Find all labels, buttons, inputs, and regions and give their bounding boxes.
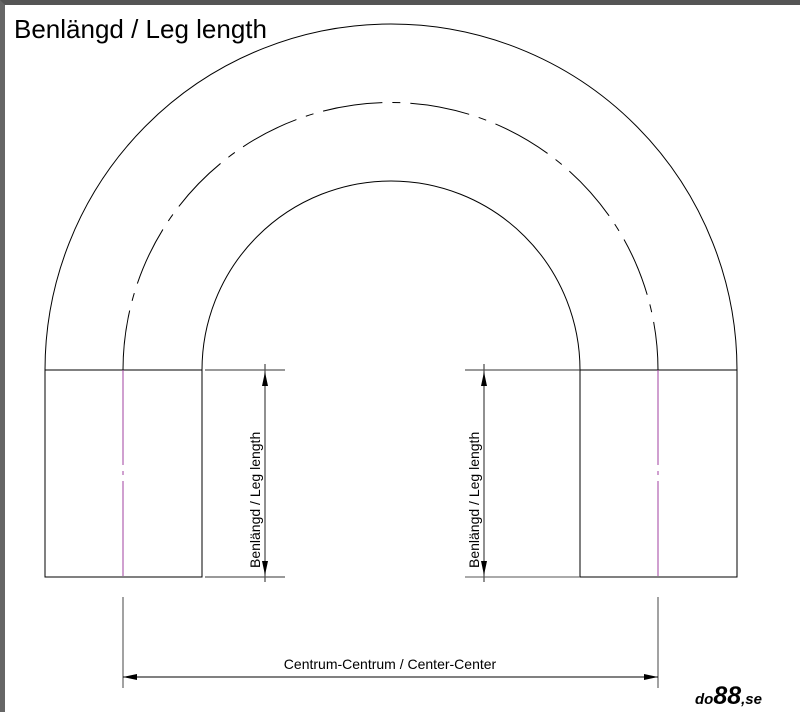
u-bend-drawing: Benlängd / Leg length Benlängd / Leg len… [44,23,738,688]
outer-arc [44,23,738,371]
diagram-title: Benlängd / Leg length [14,14,267,44]
bottom-dimension-label: Centrum-Centrum / Center-Center [284,656,497,672]
inner-arc [201,180,581,371]
centerline-arc [122,102,659,371]
do88-logo: do88,se [695,682,762,710]
left-dimension-label: Benlängd / Leg length [247,432,263,568]
right-dimension-label: Benlängd / Leg length [466,432,482,568]
